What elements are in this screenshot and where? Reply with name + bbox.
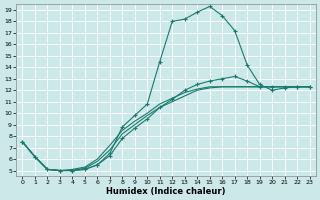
X-axis label: Humidex (Indice chaleur): Humidex (Indice chaleur) — [106, 187, 226, 196]
